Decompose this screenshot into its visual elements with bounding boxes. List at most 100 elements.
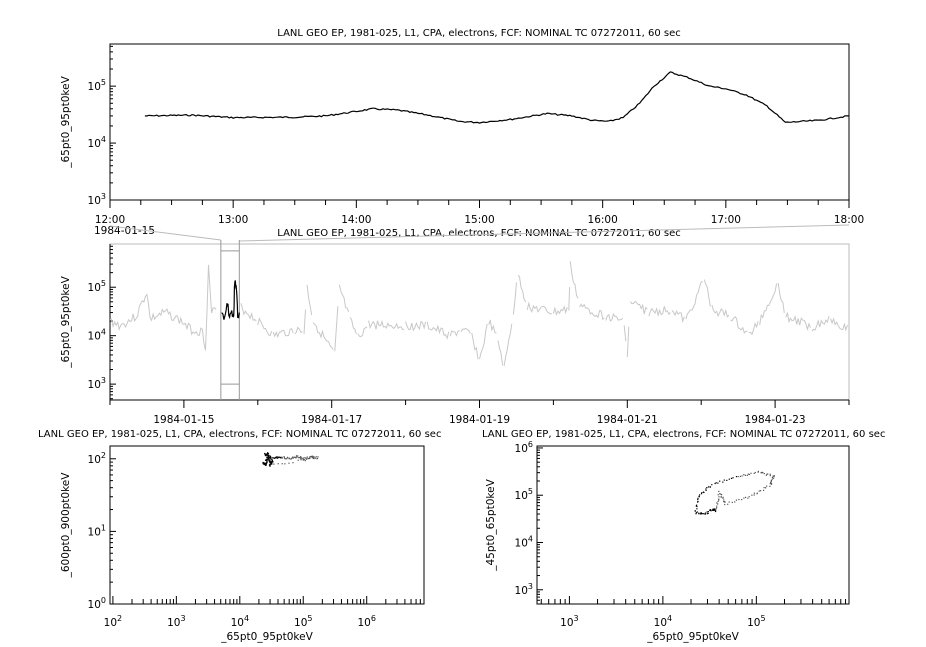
data-point — [702, 491, 705, 493]
data-point — [699, 513, 701, 515]
data-point — [721, 494, 723, 496]
data-point — [770, 479, 773, 481]
data-point — [722, 497, 724, 499]
data-point — [285, 458, 287, 460]
data-point — [739, 475, 741, 477]
data-point — [265, 453, 267, 455]
data-point — [716, 505, 718, 507]
data-point — [732, 477, 734, 479]
data-point — [266, 453, 268, 455]
data-point — [317, 456, 319, 458]
data-point — [313, 456, 315, 458]
x-tick-label: 105 — [747, 614, 765, 629]
panel-title: LANL GEO EP, 1981-025, L1, CPA, electron… — [277, 28, 680, 39]
plot-frame — [536, 445, 850, 605]
data-point — [712, 508, 714, 510]
data-point — [292, 457, 294, 459]
y-tick-label: 106 — [515, 440, 533, 455]
data-point — [711, 484, 713, 486]
data-point — [709, 509, 711, 511]
x-tick-label: 1984-01-23 — [745, 414, 806, 426]
data-point — [268, 457, 270, 459]
data-point — [269, 460, 271, 462]
x-tick-label: 14:00 — [341, 214, 371, 226]
data-point — [291, 457, 293, 459]
data-point — [299, 457, 301, 459]
data-point — [278, 456, 280, 458]
data-point — [716, 502, 718, 504]
x-tick-label: 104 — [231, 614, 249, 629]
data-point — [696, 511, 698, 513]
data-point — [300, 456, 302, 458]
data-point — [700, 512, 702, 514]
data-point — [758, 490, 760, 492]
data-point — [309, 456, 311, 458]
data-point — [697, 501, 699, 503]
y-tick-label: 103 — [88, 376, 106, 391]
data-point — [765, 474, 767, 476]
data-point — [773, 475, 775, 478]
data-point — [314, 457, 316, 459]
data-point — [284, 463, 286, 465]
data-point — [745, 496, 747, 498]
data-point — [309, 456, 311, 458]
y-tick-label: 104 — [88, 135, 106, 150]
data-point — [700, 493, 703, 495]
data-point — [770, 482, 772, 484]
data-point — [266, 460, 268, 462]
data-point — [714, 482, 716, 485]
data-point — [295, 455, 298, 457]
data-point — [266, 456, 268, 458]
data-point — [266, 457, 268, 459]
data-point — [283, 456, 285, 458]
data-point — [265, 459, 267, 461]
data-point — [702, 513, 704, 515]
data-point — [713, 509, 715, 511]
data-point — [266, 460, 268, 463]
x-tick-label: 1984-01-21 — [597, 414, 658, 426]
data-point — [288, 457, 290, 459]
data-point — [773, 475, 775, 477]
data-point — [268, 455, 270, 457]
data-point — [716, 507, 718, 509]
data-point — [743, 497, 745, 499]
data-point — [295, 457, 297, 459]
data-point — [766, 485, 768, 487]
data-point — [771, 476, 773, 478]
y-tick-label: 104 — [88, 328, 106, 343]
x-tick-label: 15:00 — [464, 214, 494, 226]
data-point — [271, 460, 274, 462]
data-point — [704, 512, 706, 514]
y-tick-label: 105 — [88, 78, 106, 93]
x-tick-label: 104 — [654, 614, 672, 629]
data-point — [765, 487, 767, 489]
data-point — [268, 460, 270, 462]
data-point — [715, 510, 717, 512]
x-tick-label: 1984-01-17 — [301, 414, 362, 426]
data-point — [269, 464, 271, 466]
data-point — [756, 493, 758, 495]
panel-title: LANL GEO EP, 1981-025, L1, CPA, electron… — [482, 429, 885, 440]
data-point — [769, 483, 771, 485]
data-point — [711, 509, 713, 511]
plot-frame — [109, 445, 425, 605]
data-point — [270, 462, 272, 464]
x-tick-label: 18:00 — [834, 214, 864, 226]
data-point — [311, 457, 313, 459]
data-point — [698, 496, 700, 498]
x-tick-label: 1984-01-15 — [153, 414, 214, 426]
data-point — [303, 459, 305, 461]
data-point — [284, 458, 286, 460]
data-point — [315, 456, 317, 458]
data-point — [761, 472, 763, 474]
data-point — [269, 461, 271, 463]
y-tick-label: 105 — [88, 279, 106, 294]
data-point — [737, 476, 739, 478]
data-point — [694, 510, 696, 512]
y-tick-label: 100 — [88, 596, 106, 611]
data-point — [771, 478, 774, 480]
data-point — [718, 490, 720, 492]
data-point — [696, 508, 698, 510]
data-point — [264, 453, 266, 455]
data-point — [696, 504, 698, 506]
